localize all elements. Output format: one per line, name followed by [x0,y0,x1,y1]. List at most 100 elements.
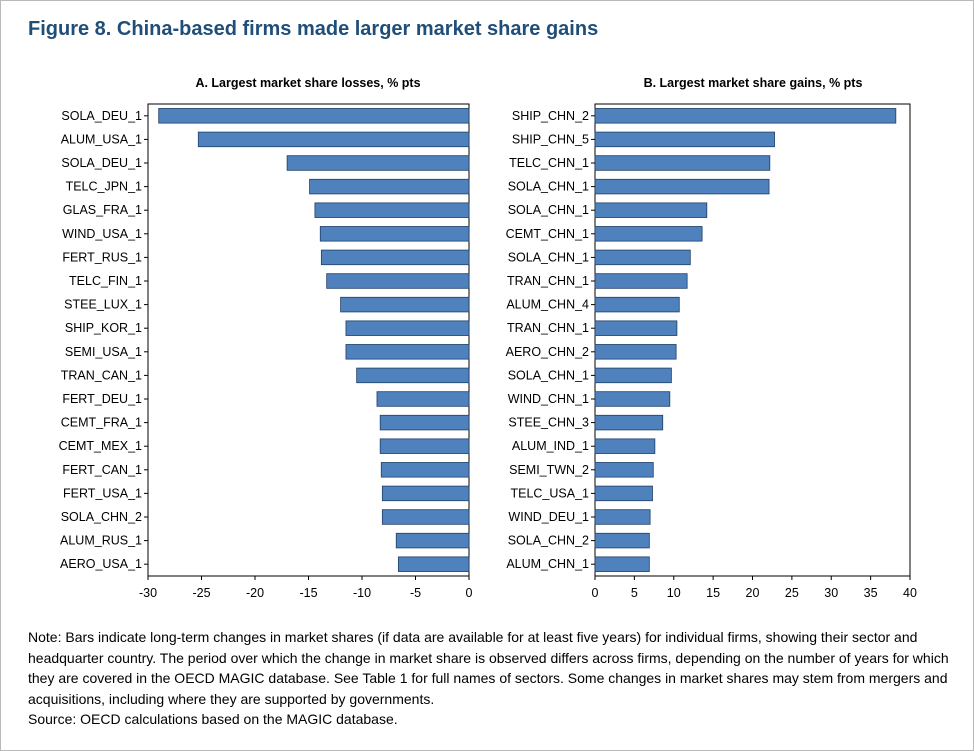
figure-title: Figure 8. China-based firms made larger … [28,18,599,40]
panel-b-category-label: WIND_DEU_1 [508,510,589,524]
note-text: Note: Bars indicate long-term changes in… [28,629,949,707]
panel-b-bar [594,509,651,525]
panel-b-bar [594,367,672,384]
panel-b-bar [594,202,708,218]
panel-a-bar [345,344,470,360]
panel-b-bar [594,320,678,336]
panel-b-bar [594,226,703,242]
panel-a-bar [326,273,470,289]
panel-a-category-label: TELC_FIN_1 [69,274,142,288]
panel-b-category-label: SHIP_CHN_5 [512,132,589,146]
panel-b-category-label: TRAN_CHN_1 [507,321,589,335]
panel-b-bar [594,296,680,313]
panel-b-x-tick-label: 20 [746,586,760,600]
panel-b-category-label: SOLA_CHN_1 [508,180,589,194]
panel-b-x-tick-label: 0 [592,586,599,600]
panel-b-category-label: ALUM_CHN_4 [506,298,589,312]
panel-b-category-label: AERO_CHN_2 [506,345,589,359]
panel-b-bar [594,438,656,454]
panel-b-bar [594,249,691,266]
panel-b-bar [594,131,775,148]
panel-a-category-label: SOLA_DEU_1 [61,156,142,170]
panel-a-category-label: FERT_DEU_1 [62,392,142,406]
figure-note: Note: Bars indicate long-term changes in… [28,627,958,730]
panel-b-category-label: CEMT_CHN_1 [506,227,589,241]
panel-a-category-label: WIND_USA_1 [62,227,142,241]
panel-b-plot-frame [594,103,911,577]
panel-a-x-tick-label: -30 [139,586,157,600]
panel-a-bar [376,391,470,407]
panel-b-category-label: SHIP_CHN_2 [512,109,589,123]
panel-a-category-label: ALUM_RUS_1 [60,534,142,548]
panel-b-x-tick-label: 10 [667,586,681,600]
panel-a-category-label: GLAS_FRA_1 [63,203,142,217]
panel-b-bar [594,462,654,478]
panel-a-bar [379,414,470,431]
panel-b-x-tick-label: 5 [631,586,638,600]
panel-b-bar [594,414,664,431]
panel-a-bar [158,108,470,124]
panel-b-x-tick-label: 30 [824,586,838,600]
panel-b-x-tick-label: 15 [706,586,720,600]
panel-a-category-label: FERT_USA_1 [63,486,142,500]
panel-b-category-label: TRAN_CHN_1 [507,274,589,288]
panel-b-category-label: TELC_CHN_1 [509,156,589,170]
panel-b-bar [594,556,650,572]
panel-b-bar [594,178,770,195]
panel-b-bar [594,391,671,407]
panel-a-plot-frame [147,103,470,577]
panel-a-category-label: SEMI_USA_1 [65,345,142,359]
panel-b-category-label: STEE_CHN_3 [508,416,589,430]
panel-a-bar [314,202,470,218]
panel-a-bar [286,155,470,171]
panel-a-bar [320,249,470,266]
panel-a-category-label: AERO_USA_1 [60,557,142,571]
panel-b-x-tick-label: 40 [903,586,917,600]
panel-a-category-label: TELC_JPN_1 [66,180,142,194]
panel-b-category-label: SOLA_CHN_1 [508,368,589,382]
panel-a-category-label: FERT_CAN_1 [62,463,142,477]
panel-a-category-label: ALUM_USA_1 [61,132,142,146]
panel-a-bar [319,226,470,242]
panel-a-category-label: SOLA_DEU_1 [61,109,142,123]
panel-b-title: B. Largest market share gains, % pts [643,76,863,90]
panel-b-category-label: SOLA_CHN_1 [508,203,589,217]
panel-a-bar [381,509,470,525]
panel-a-category-label: FERT_RUS_1 [62,250,142,264]
panel-b-bar [594,155,771,171]
panel-b-bar [594,532,650,549]
panel-a-category-label: SHIP_KOR_1 [65,321,142,335]
panel-a-bar [309,178,470,195]
panel-b-bar [594,108,897,124]
panel-a-category-label: CEMT_MEX_1 [59,439,142,453]
panel-a-bar [379,438,470,454]
panel-a-category-label: CEMT_FRA_1 [61,416,142,430]
panel-b-category-label: SOLA_CHN_1 [508,250,589,264]
panel-a-bar [197,131,470,148]
panel-b-category-label: WIND_CHN_1 [508,392,589,406]
panel-a-bar [356,367,470,384]
panel-b-bar [594,344,677,360]
panel-b-category-label: SEMI_TWN_2 [509,463,589,477]
panel-a-category-label: SOLA_CHN_2 [61,510,142,524]
panel-a-category-label: STEE_LUX_1 [64,298,142,312]
panel-b-category-label: ALUM_IND_1 [512,439,589,453]
panel-a-bar [395,532,470,549]
panel-a-x-tick-label: -20 [246,586,264,600]
panel-a-x-tick-label: 0 [466,586,473,600]
panel-b-category-label: ALUM_CHN_1 [506,557,589,571]
panel-a-bar [380,462,470,478]
panel-a-bar [397,556,470,572]
panel-a-x-tick-label: -10 [353,586,371,600]
panel-a-category-label: TRAN_CAN_1 [61,368,142,382]
panel-a-title: A. Largest market share losses, % pts [195,76,421,90]
panel-a-bar [340,296,470,313]
panel-b-category-label: TELC_USA_1 [510,486,589,500]
panel-a-x-tick-label: -15 [299,586,317,600]
panel-b-x-tick-label: 35 [864,586,878,600]
panel-a-x-tick-label: -5 [410,586,421,600]
panel-a-bar [345,320,470,336]
panel-b-x-tick-label: 25 [785,586,799,600]
panel-a-bar [381,485,470,502]
